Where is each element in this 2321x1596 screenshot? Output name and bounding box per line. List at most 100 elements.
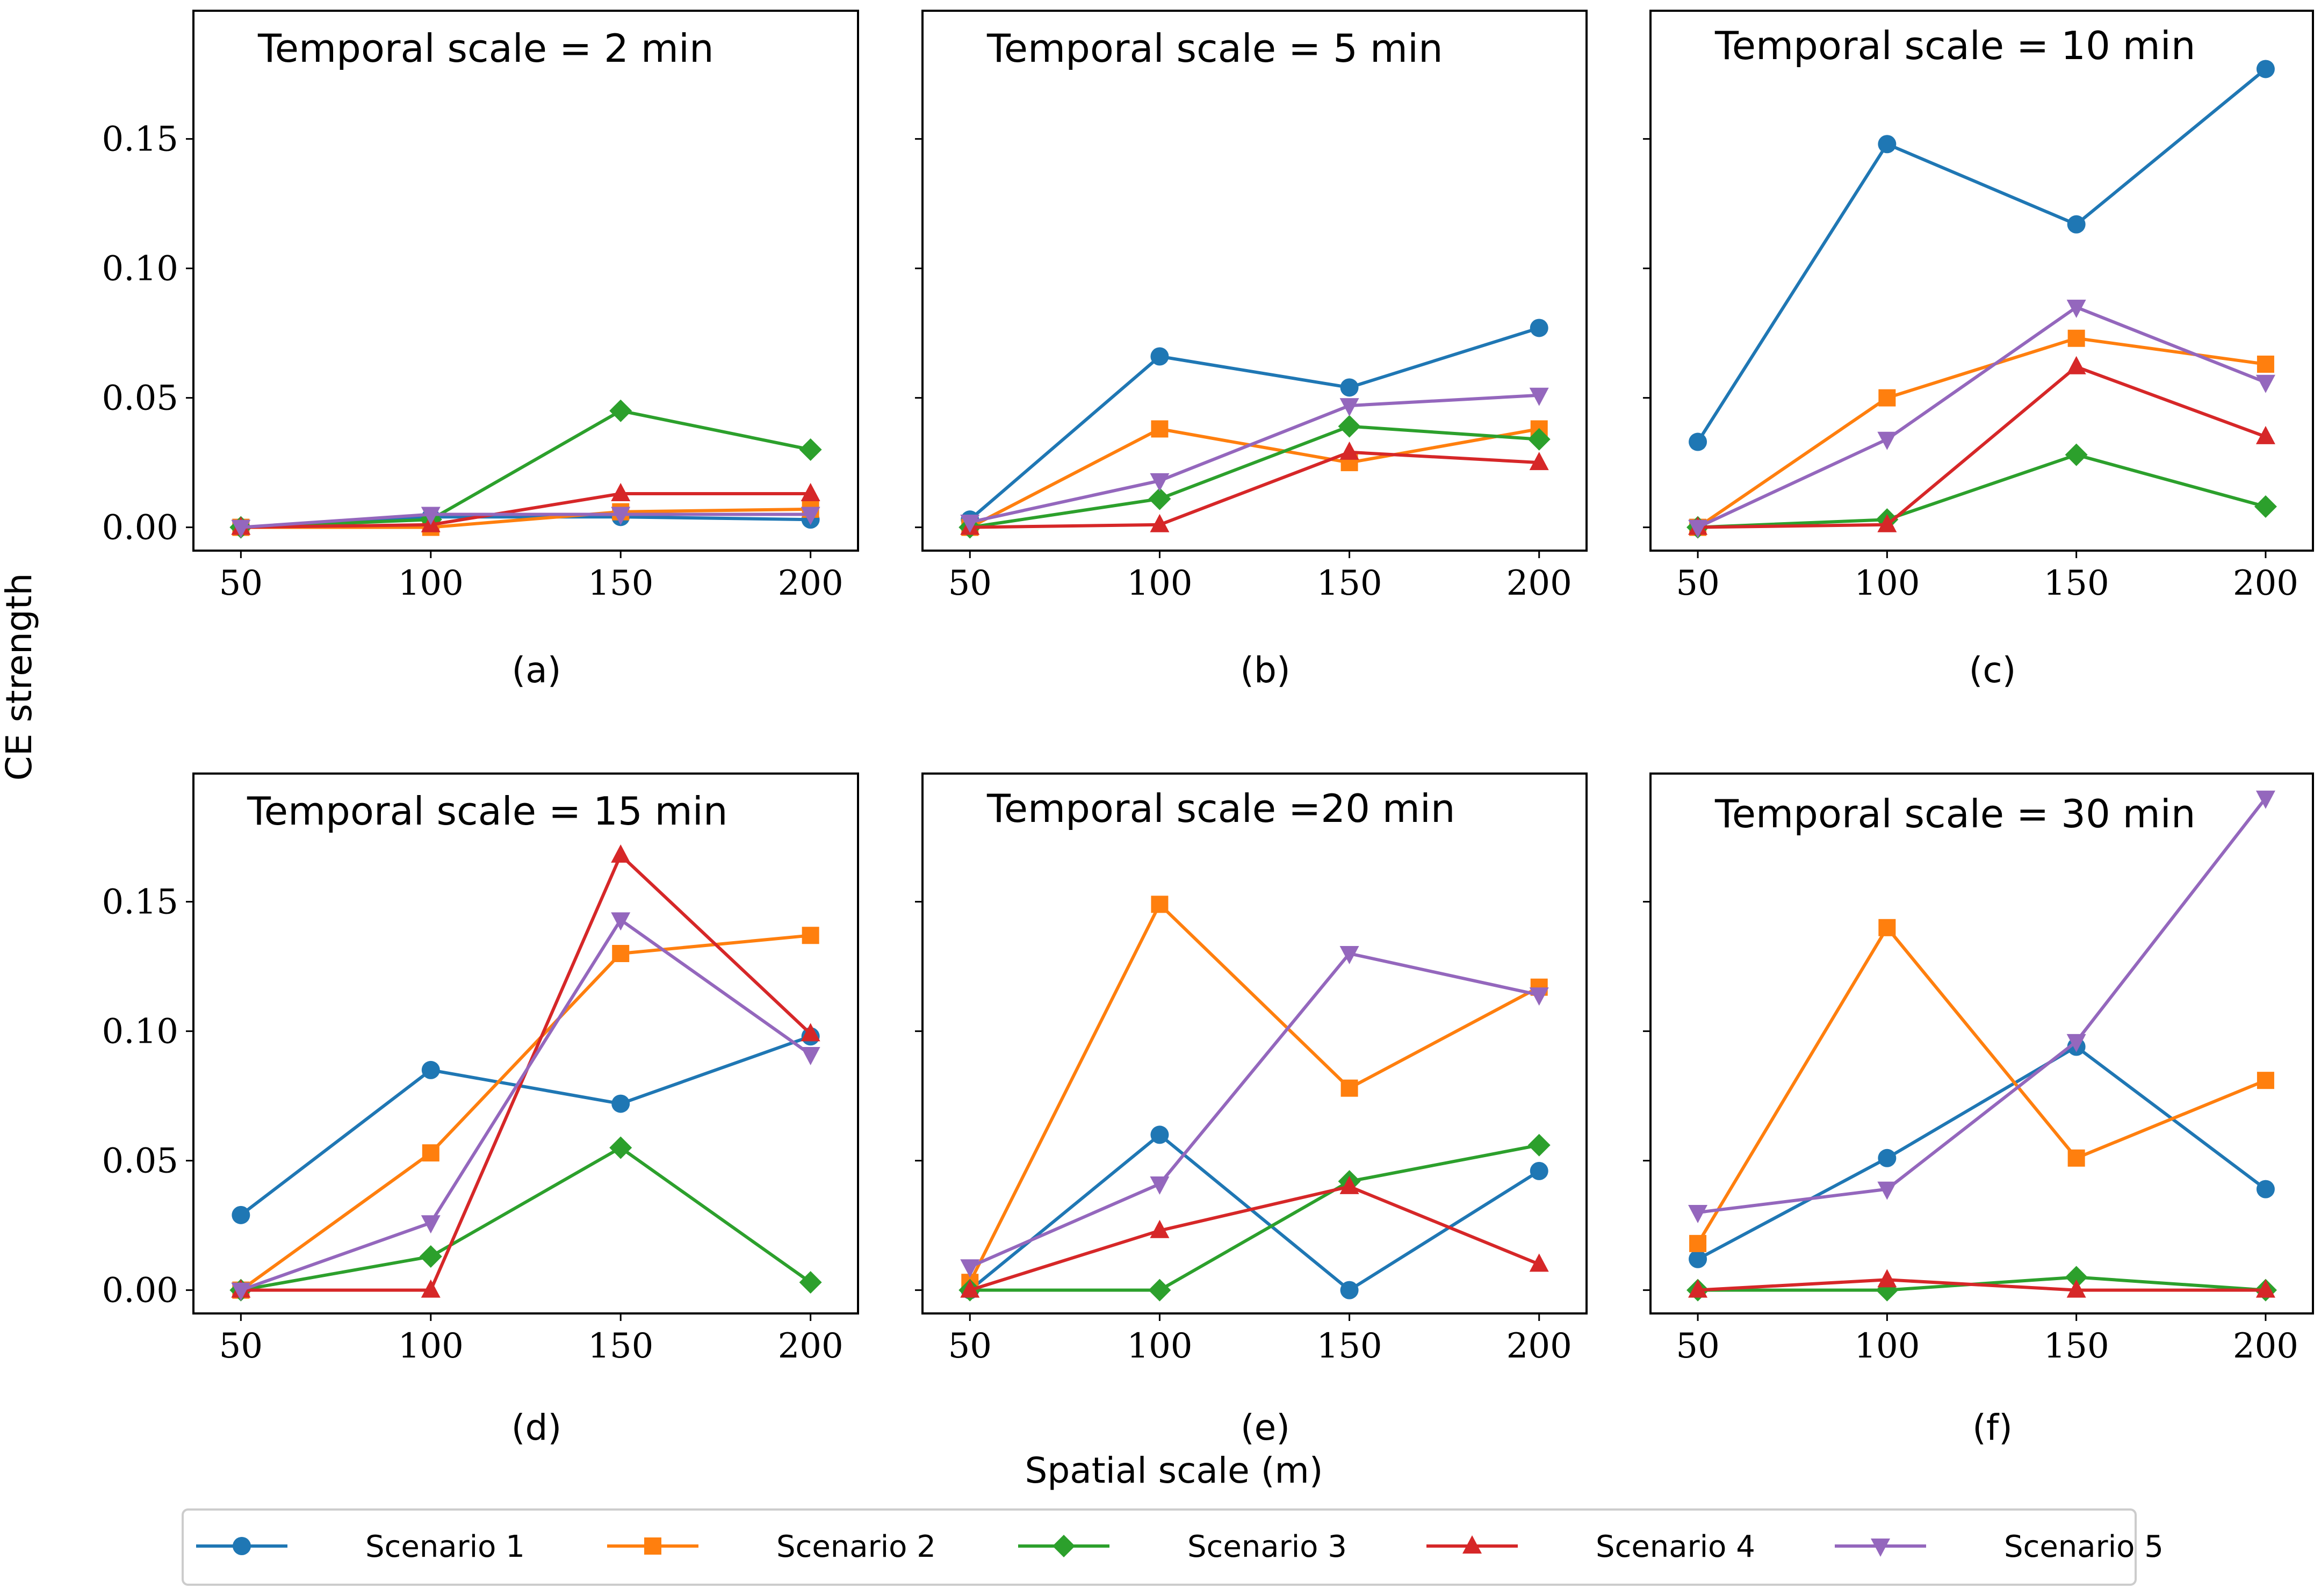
data-point [421,1215,441,1234]
data-point [1530,1161,1548,1180]
data-point [2256,60,2275,78]
panel-label: (c) [1969,649,2016,691]
data-point [2066,1034,2086,1052]
x-tick-label: 50 [1676,564,1719,603]
series-4 [1688,1269,2275,1298]
data-point [1340,1281,1359,1299]
x-tick-label: 200 [1507,564,1572,603]
data-point [1530,319,1548,337]
data-point [1877,514,1897,532]
data-point [1339,1175,1359,1194]
legend-item-3: Scenario 3 [1018,1529,1347,1564]
data-point [801,507,820,525]
y-axis-label: CE strength [0,573,40,781]
data-point [1878,1149,1897,1167]
series-line [1697,797,2267,1214]
data-point [1689,1234,1707,1252]
data-point [1877,1181,1897,1200]
data-point [799,1271,822,1294]
data-point [1148,487,1171,510]
data-point [1878,389,1896,407]
x-tick-label: 100 [1127,564,1192,603]
series-2 [232,927,819,1299]
data-point [2065,443,2088,466]
x-tick-label: 150 [2044,564,2109,603]
y-tick-label: 0.05 [102,1142,179,1181]
data-point [960,514,980,533]
panel-title: Temporal scale = 10 min [1714,23,2195,68]
legend-item-2: Scenario 2 [607,1529,936,1564]
data-point [421,507,441,525]
series-line [1697,453,2266,529]
data-point [1150,347,1169,366]
x-tick-label: 150 [1316,1326,1382,1366]
series-line [969,427,1540,529]
data-point [1877,1269,1897,1288]
plot-frame [1649,772,2314,1315]
data-point [1150,1125,1169,1144]
y-tick-label: 0.15 [102,883,179,922]
data-point [611,844,631,863]
panel-label: (f) [1972,1407,2013,1448]
series-4 [960,1175,1549,1298]
series-3 [958,415,1551,539]
data-point [1688,1205,1708,1224]
data-point [421,1279,441,1298]
data-point [1151,896,1169,913]
series-3 [229,1136,822,1302]
series-line [1697,1045,2267,1261]
data-point [1529,452,1549,471]
series-line [1696,926,2267,1245]
legend-marker [1871,1539,1890,1557]
x-tick-label: 200 [778,564,844,603]
y-tick-label: 0.05 [102,379,179,418]
panel-label: (d) [511,1407,561,1448]
data-point [1340,378,1359,397]
series-5 [231,507,820,538]
data-point [801,1046,820,1065]
x-tick-label: 50 [219,564,263,603]
panel-a: 50 100 150 200 0.00 0.05 0.10 0.15 Temporal scal… [102,10,859,691]
series-line [969,393,1539,524]
data-point [1150,1176,1170,1195]
legend-marker [644,1537,661,1555]
x-tick-label: 100 [1854,564,1920,603]
series-line [1697,336,2266,529]
series-2 [961,420,1548,536]
series-line [241,492,811,529]
y-tick-label: 0.10 [102,249,179,289]
x-tick-label: 100 [398,564,464,603]
panel-title: Temporal scale = 5 min [986,26,1443,71]
x-tick-label: 50 [948,564,992,603]
data-point [2257,1072,2274,1089]
legend-label: Scenario 5 [2004,1529,2164,1564]
data-point [2255,425,2275,444]
plot-frame [192,10,859,552]
x-tick-label: 50 [219,1326,263,1366]
series-line [240,1035,811,1217]
series-1 [961,1125,1548,1299]
data-point [611,1094,630,1113]
y-tick-label: 0.15 [102,120,179,160]
data-point [2255,374,2275,393]
data-point [2067,1149,2085,1167]
legend-label: Scenario 2 [776,1529,936,1564]
data-point [1689,432,1707,451]
series-4 [1688,356,2275,535]
data-point [1339,398,1359,417]
data-point [421,1060,440,1079]
panel-d: 50 100 150 200 0.00 0.05 0.10 0.15 Temporal scal… [102,772,859,1448]
data-point [1339,441,1359,460]
data-point [1340,1079,1358,1097]
data-point [2254,495,2277,518]
series-2 [1689,919,2274,1252]
data-point [1148,1279,1171,1302]
data-point [2067,329,2085,347]
series-5 [960,946,1549,1278]
x-tick-label: 100 [398,1326,464,1366]
data-point [611,912,631,931]
data-point [1877,431,1897,450]
x-tick-label: 200 [1507,1326,1572,1366]
legend-label: Scenario 1 [365,1529,525,1564]
